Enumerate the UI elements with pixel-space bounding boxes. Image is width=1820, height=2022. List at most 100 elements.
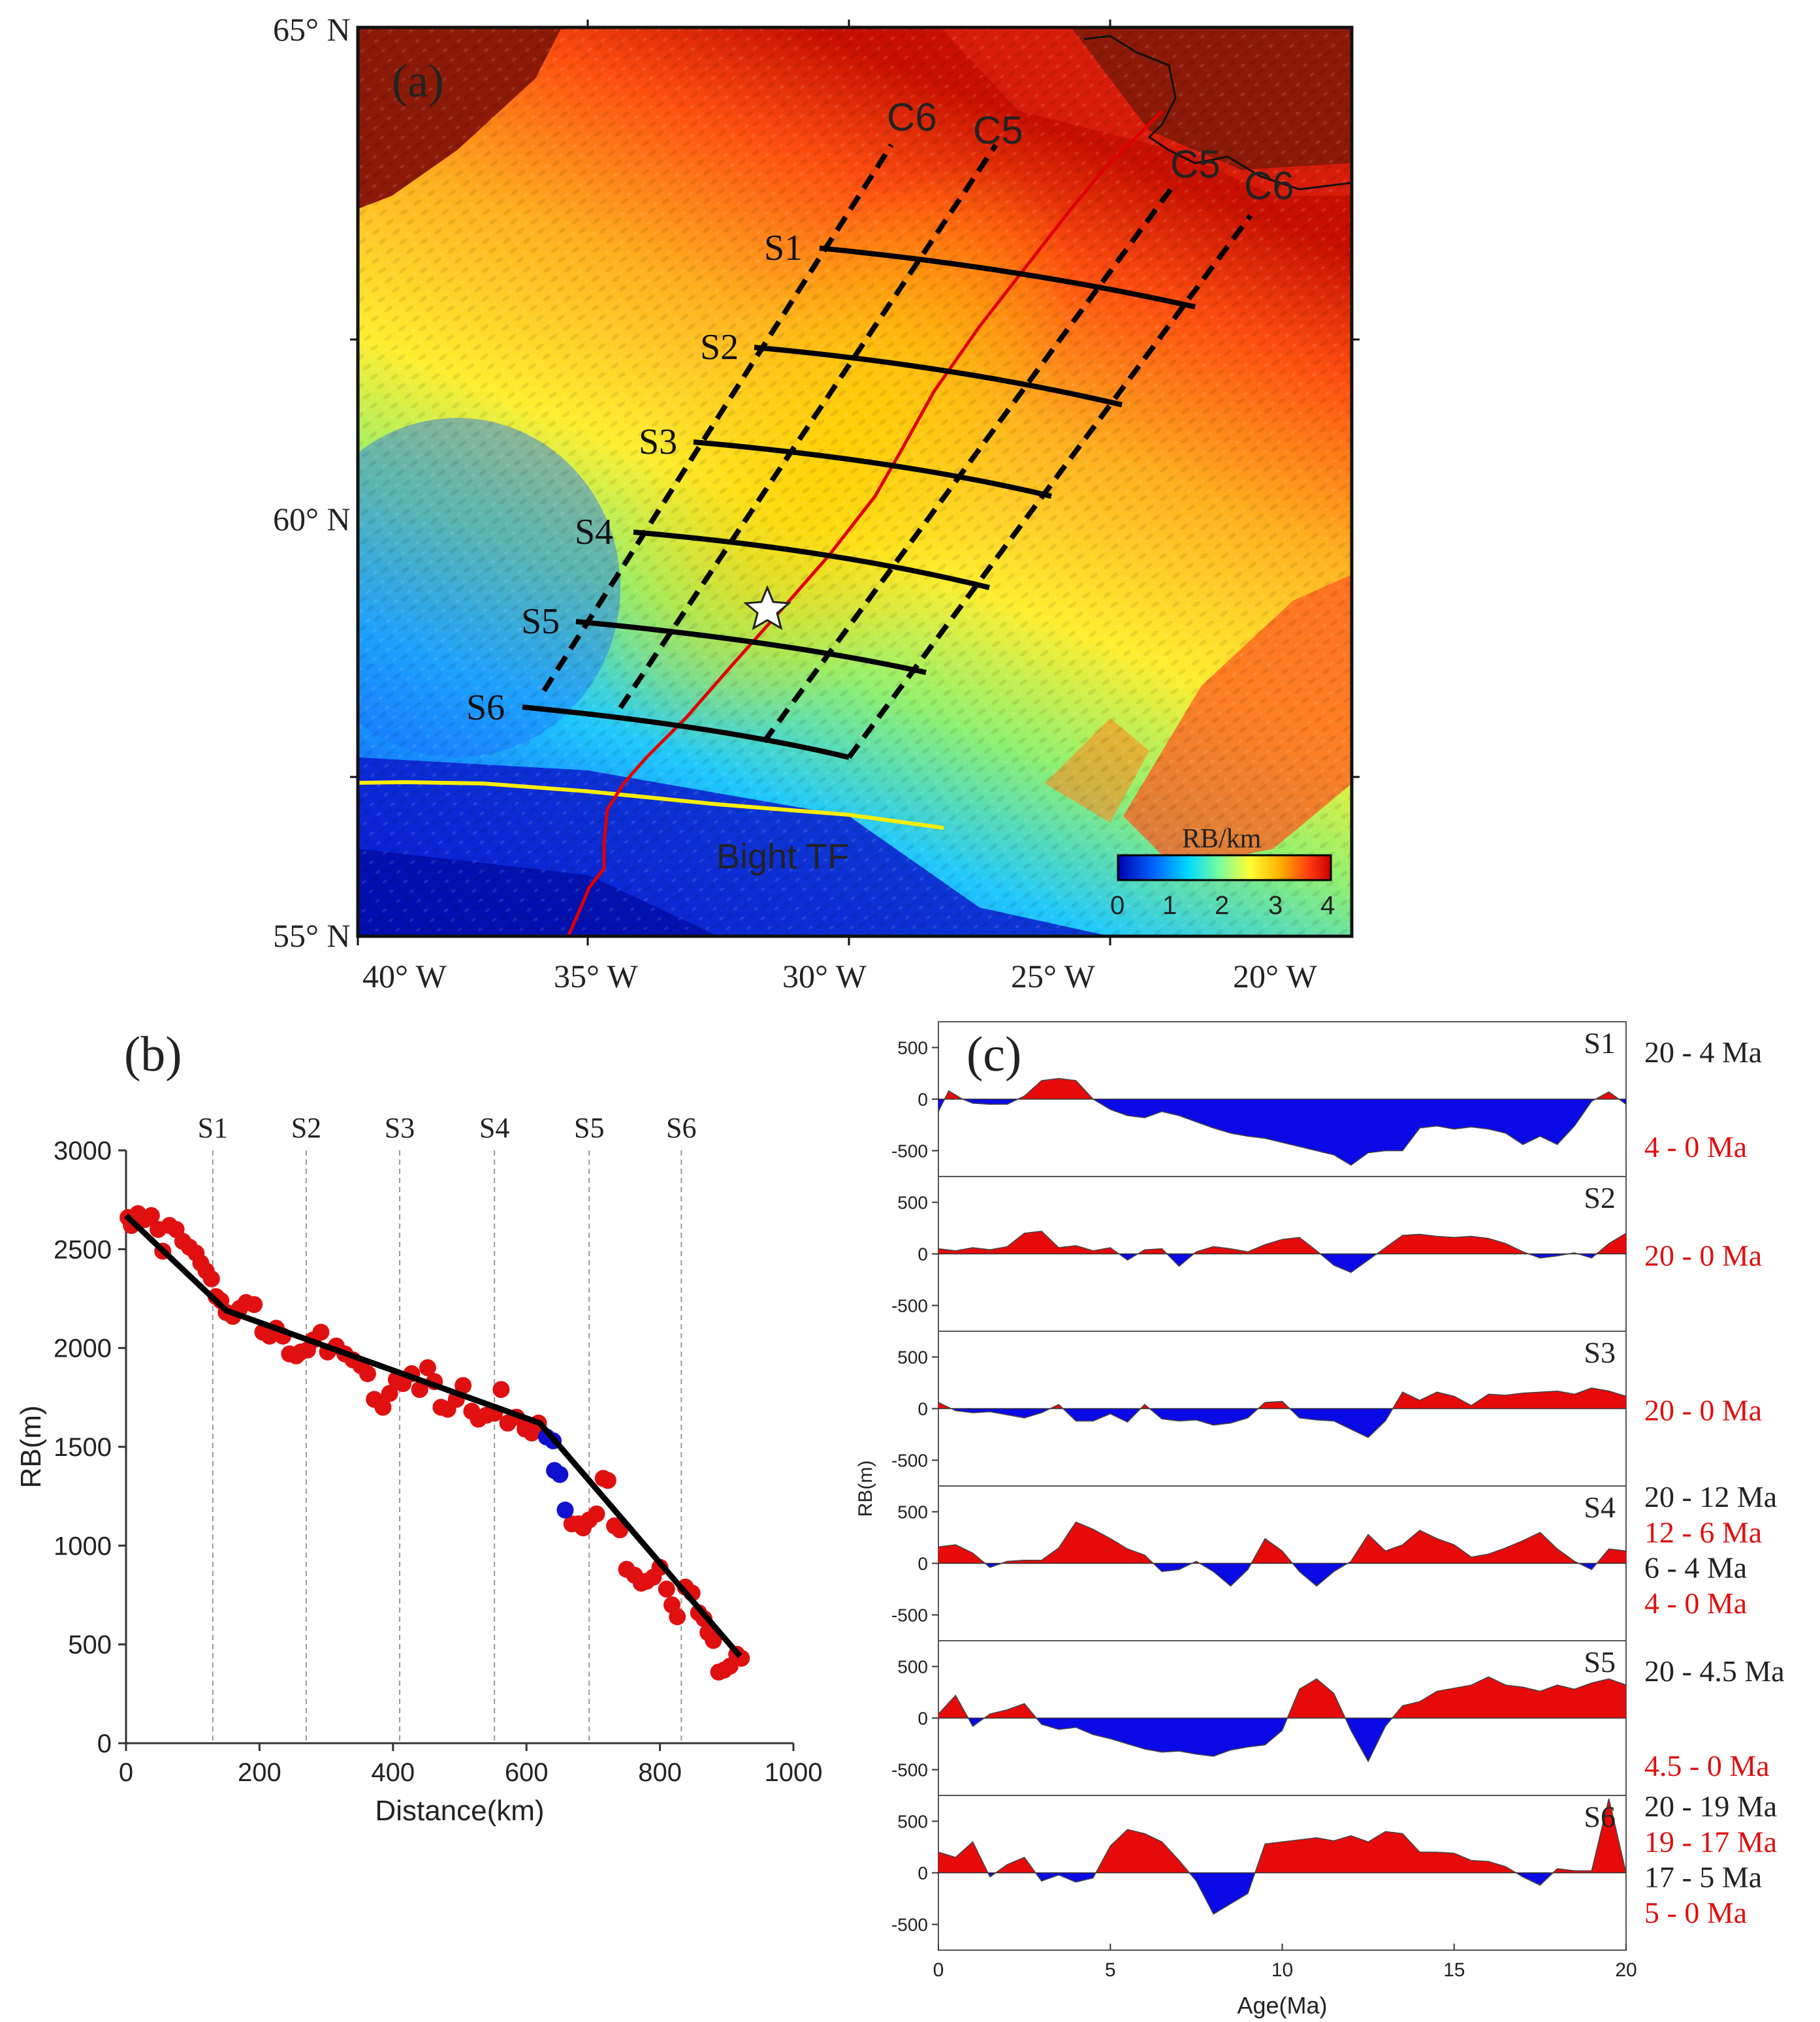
data-point-red — [705, 1632, 722, 1649]
x-tick-label: 5 — [1105, 1959, 1116, 1981]
data-point-red — [455, 1377, 472, 1395]
age-range-annotation: 5 - 0 Ma — [1644, 1896, 1747, 1929]
y-tick-label: -500 — [891, 1296, 928, 1316]
bight-tf-label: Bight TF — [716, 837, 849, 876]
lon-label-20: 20° W — [1233, 958, 1318, 994]
colorbar-tick-4: 4 — [1320, 891, 1335, 920]
positive-area-S4 — [938, 1522, 1626, 1564]
data-point-red — [411, 1381, 428, 1398]
isochron-label-c6-east: C6 — [1244, 164, 1294, 208]
isochron-c6-west — [541, 143, 894, 693]
x-tick-label: 10 — [1271, 1959, 1293, 1981]
isochron-label-c5-west: C5 — [973, 108, 1023, 152]
colorbar-tick-0: 0 — [1110, 891, 1125, 920]
panel-b-label: (b) — [124, 1027, 182, 1082]
isochron-c5-west — [618, 143, 998, 710]
lon-label-40: 40° W — [362, 958, 447, 994]
data-point-red — [658, 1580, 675, 1598]
profile-label-s4: S4 — [575, 512, 613, 552]
y-tick-label: 500 — [897, 1502, 928, 1523]
subplot-title: S1 — [1584, 1026, 1616, 1060]
profile-guide-label: S1 — [198, 1112, 228, 1144]
data-point-red — [419, 1359, 436, 1376]
y-tick-label: -500 — [891, 1915, 928, 1935]
profile-guide-label: S6 — [666, 1112, 696, 1144]
profile-label-s3: S3 — [639, 422, 677, 462]
outline-S6 — [938, 1798, 1626, 1915]
star-icon — [743, 585, 791, 631]
data-point-blue — [556, 1501, 574, 1519]
profile-s1 — [819, 245, 1196, 309]
lon-label-25: 25° W — [1011, 958, 1096, 994]
profile-label-s6: S6 — [466, 687, 505, 728]
lon-label-35: 35° W — [554, 958, 639, 994]
y-axis-title: RB(m) — [15, 1405, 47, 1488]
y-tick-label: -500 — [891, 1605, 928, 1626]
y-tick-label: 500 — [897, 1657, 928, 1677]
y-tick-label: 2000 — [54, 1335, 112, 1363]
lat-label-60: 60° N — [273, 501, 351, 537]
y-tick-label: -500 — [891, 1760, 928, 1780]
outline-S2 — [938, 1230, 1626, 1273]
data-point-red — [492, 1381, 510, 1398]
colorbar-tick-2: 2 — [1215, 891, 1229, 920]
y-tick-label: 0 — [918, 1090, 928, 1110]
age-range-annotation: 17 - 5 Ma — [1644, 1861, 1762, 1894]
negative-area-S3 — [938, 1408, 1626, 1438]
data-point-red — [312, 1323, 330, 1341]
lon-label-30: 30° W — [782, 958, 867, 994]
subplot-S2 — [938, 1230, 1626, 1273]
profile-label-s2: S2 — [700, 327, 739, 368]
subplot-S6 — [938, 1798, 1626, 1915]
isochron-c5-east — [761, 181, 1178, 744]
x-tick-label: 600 — [505, 1758, 549, 1787]
age-range-annotation: 4.5 - 0 Ma — [1644, 1749, 1770, 1782]
age-range-annotation: 20 - 0 Ma — [1644, 1394, 1762, 1427]
age-range-annotation: 20 - 4.5 Ma — [1644, 1654, 1785, 1688]
y-tick-label: 1000 — [54, 1532, 112, 1560]
iceland-coastline — [1083, 35, 1352, 191]
y-tick-label: 0 — [918, 1399, 928, 1419]
colorbar — [1117, 854, 1332, 881]
data-point-red — [588, 1505, 605, 1523]
profile-s6 — [522, 704, 850, 760]
profile-s2 — [754, 345, 1123, 407]
data-point-red — [142, 1207, 160, 1224]
y-tick-label: 0 — [918, 1554, 928, 1574]
x-tick-label: 1000 — [765, 1758, 823, 1787]
data-point-red — [202, 1270, 220, 1287]
x-tick-label: 400 — [371, 1758, 415, 1787]
y-tick-label: 500 — [68, 1631, 112, 1660]
y-axis-title: RB(m) — [855, 1461, 876, 1517]
y-tick-label: 1500 — [54, 1433, 112, 1462]
y-tick-label: 500 — [897, 1348, 928, 1368]
x-tick-label: 800 — [638, 1758, 682, 1787]
data-point-red — [246, 1296, 263, 1314]
y-tick-label: 500 — [897, 1038, 928, 1058]
age-range-annotation: 4 - 0 Ma — [1644, 1587, 1747, 1620]
age-range-annotation: 12 - 6 Ma — [1644, 1515, 1762, 1549]
subplot-S4 — [938, 1521, 1626, 1587]
colorbar-title: RB/km — [1182, 824, 1262, 854]
subplot-S5 — [938, 1676, 1626, 1763]
subplot-title: S6 — [1584, 1800, 1616, 1833]
x-tick-label: 0 — [933, 1959, 944, 1981]
subplot-S1 — [938, 1078, 1626, 1166]
y-tick-label: 0 — [97, 1730, 112, 1758]
y-tick-label: 0 — [918, 1244, 928, 1265]
outline-S5 — [938, 1676, 1626, 1763]
isochron-label-c6-west: C6 — [887, 95, 937, 139]
x-tick-label: 20 — [1615, 1959, 1636, 1981]
profile-guide-label: S3 — [385, 1112, 415, 1144]
y-tick-label: 0 — [918, 1709, 928, 1729]
data-point-red — [381, 1385, 398, 1402]
y-tick-label: -500 — [891, 1451, 928, 1471]
x-axis-title: Age(Ma) — [1237, 1992, 1327, 2019]
colorbar-tick-3: 3 — [1268, 891, 1283, 920]
age-range-annotation: 20 - 19 Ma — [1644, 1790, 1777, 1823]
map-panel: (a) 65° N 60° N 55° N 40° W 35° W 30° W … — [273, 11, 1360, 994]
subplot-title: S3 — [1584, 1336, 1616, 1369]
scatter-chart-panel: (b) 0 500 1000 1500 2000 2500 3000 0 200 400 600 800… — [15, 1027, 822, 1827]
